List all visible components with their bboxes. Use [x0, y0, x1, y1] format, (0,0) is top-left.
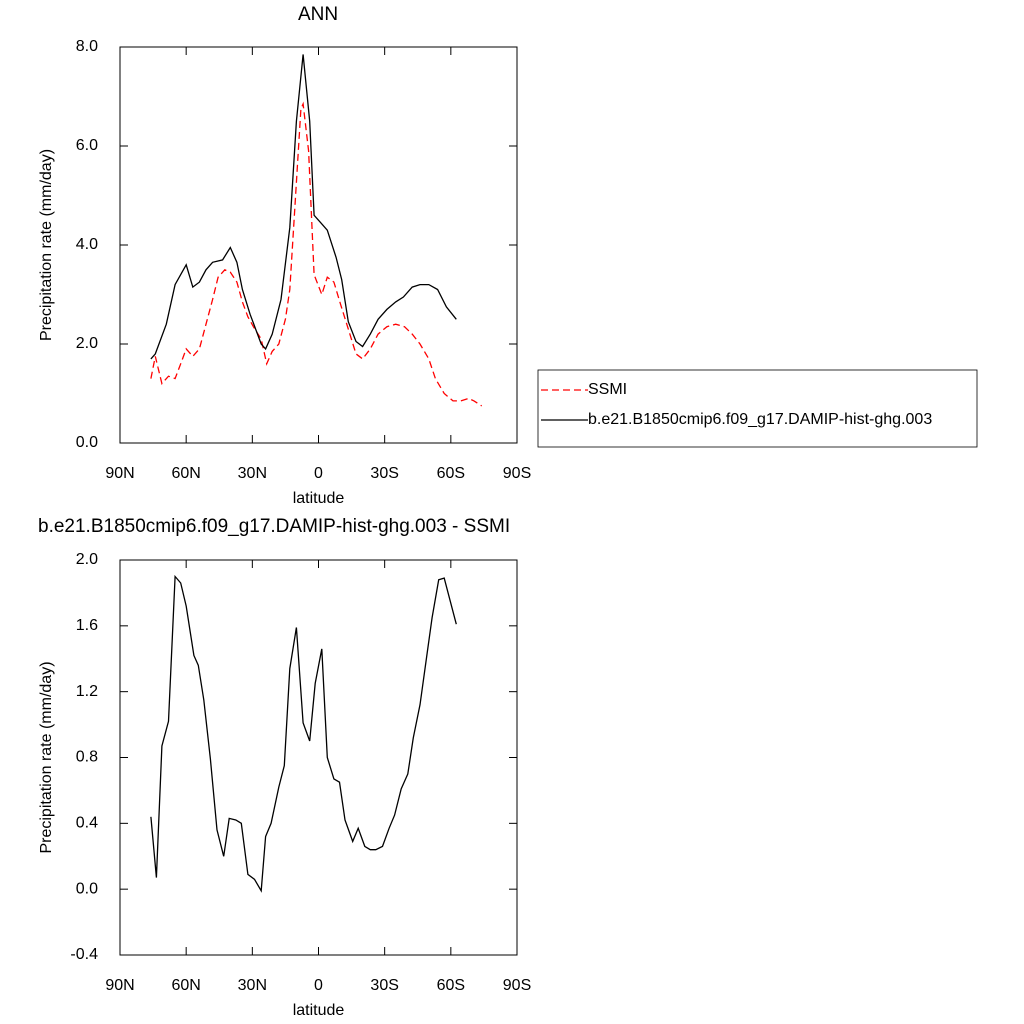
y-axis-label: Precipitation rate (mm/day) — [38, 661, 55, 853]
x-tick-label: 30S — [370, 465, 398, 482]
plot-frame — [119, 46, 518, 444]
x-tick-label: 30N — [238, 465, 267, 482]
y-tick-label: 0.4 — [76, 815, 98, 832]
x-axis-label: latitude — [293, 490, 345, 507]
x-tick-label: 60S — [437, 465, 465, 482]
y-tick-label: 4.0 — [76, 236, 98, 253]
y-tick-label: 6.0 — [76, 137, 98, 154]
y-tick-label: 1.6 — [76, 617, 98, 634]
data-line — [150, 101, 483, 407]
x-tick-label: 0 — [314, 465, 323, 482]
chart-title: b.e21.B1850cmip6.f09_g17.DAMIP-hist-ghg.… — [38, 516, 510, 537]
x-tick-label: 90N — [105, 465, 134, 482]
y-axis-label: Precipitation rate (mm/day) — [38, 149, 55, 341]
y-tick-label: 0.8 — [76, 749, 98, 766]
x-tick-label: 60N — [171, 977, 200, 994]
y-tick-label: 0.0 — [76, 434, 98, 451]
x-tick-label: 30N — [238, 977, 267, 994]
x-tick-label: 30S — [370, 977, 398, 994]
legend-label: SSMI — [588, 381, 627, 398]
legend-label: b.e21.B1850cmip6.f09_g17.DAMIP-hist-ghg.… — [588, 411, 932, 428]
legend-box — [537, 369, 978, 448]
x-tick-label: 60S — [437, 977, 465, 994]
x-tick-label: 0 — [314, 977, 323, 994]
x-tick-label: 90S — [503, 977, 531, 994]
x-axis-label: latitude — [293, 1002, 345, 1019]
data-line — [150, 574, 457, 893]
y-tick-label: 1.2 — [76, 683, 98, 700]
y-tick-label: 8.0 — [76, 38, 98, 55]
x-tick-label: 90N — [105, 977, 134, 994]
y-tick-label: 0.0 — [76, 880, 98, 897]
y-tick-label: 2.0 — [76, 335, 98, 352]
y-tick-label: -0.4 — [70, 946, 98, 963]
data-line — [150, 54, 457, 360]
y-tick-label: 2.0 — [76, 551, 98, 568]
plot-frame — [119, 559, 518, 956]
x-tick-label: 60N — [171, 465, 200, 482]
chart-title: ANN — [298, 4, 338, 25]
x-tick-label: 90S — [503, 465, 531, 482]
